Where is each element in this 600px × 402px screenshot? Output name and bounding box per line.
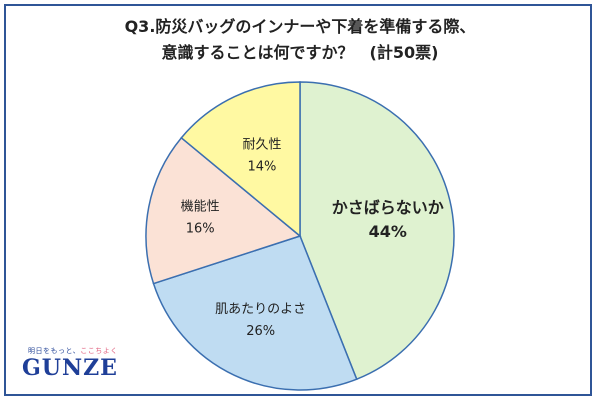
pie-slice-2 [152,235,358,391]
gunze-logo: 明日をもっと、ここちよく GUNZE [22,346,142,380]
pie-slice-1 [299,81,455,381]
slice-value-3: 16% [186,222,215,237]
slice-label-1: かさばらないか [332,198,444,217]
title-line-1: Q3.防災バッグのインナーや下着を準備する際、 [124,17,476,36]
slice-label-2: 肌あたりのよさ [215,302,306,317]
slice-value-4: 14% [248,160,277,175]
chart-title: Q3.防災バッグのインナーや下着を準備する際、 意識することは何ですか？ (計5… [0,14,600,66]
pie-slice-3 [145,136,302,285]
pie-slice-4 [180,81,301,238]
slice-value-2: 26% [246,324,275,339]
slice-label-4: 耐久性 [242,138,281,153]
title-line-2: 意識することは何ですか？ (計50票) [161,43,439,62]
slice-value-1: 44% [369,222,407,241]
slice-label-3: 機能性 [181,200,220,215]
logo-wordmark: GUNZE [22,355,118,381]
logo-tagline: 明日をもっと、ここちよく [28,347,118,355]
